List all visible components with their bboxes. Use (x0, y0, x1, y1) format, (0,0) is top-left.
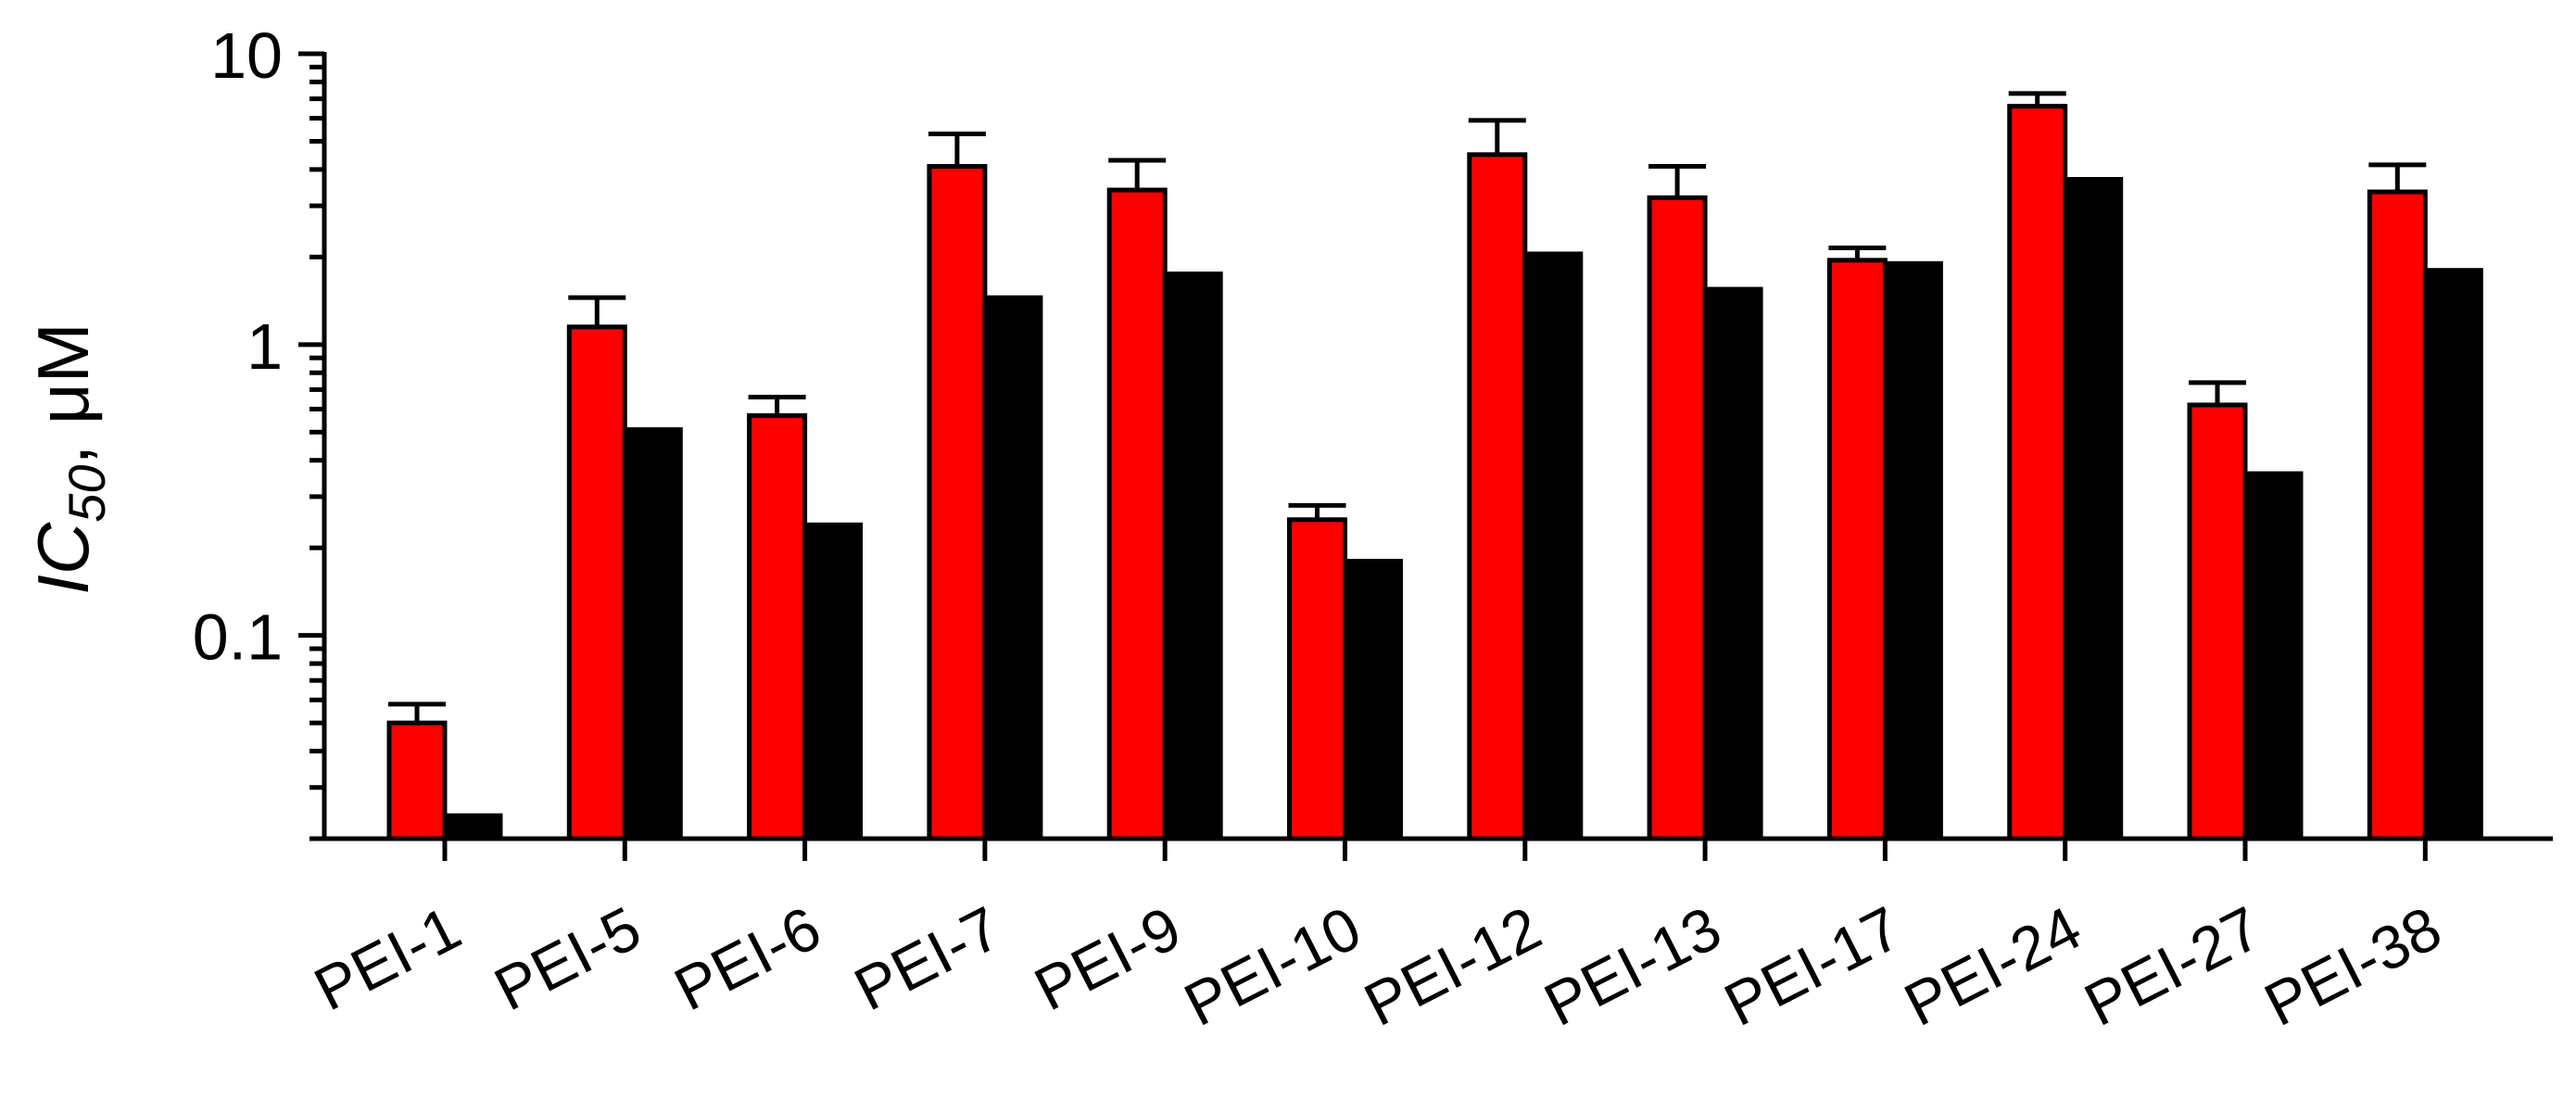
bar (386, 720, 448, 841)
bar (1467, 152, 1528, 841)
bars-layer (386, 91, 2483, 841)
bar (2242, 471, 2304, 841)
bar (802, 522, 864, 841)
bar (1647, 195, 1708, 841)
bar (1882, 260, 1943, 841)
bar (1702, 286, 1763, 841)
bar (2063, 177, 2124, 841)
x-tick-label: PEI-6 (663, 893, 831, 1024)
y-axis-label-subscript: 50 (57, 464, 116, 522)
bar (1343, 559, 1403, 841)
y-tick-label: 10 (210, 19, 283, 92)
bar (982, 295, 1043, 841)
bar (2422, 268, 2483, 841)
bar (1522, 251, 1584, 841)
x-tick-label: PEI-38 (2254, 893, 2451, 1040)
x-tick-label: PEI-9 (1024, 893, 1192, 1024)
x-tick-label: PEI-13 (1534, 893, 1731, 1040)
bar (2367, 189, 2428, 841)
x-tick-label: PEI-7 (844, 893, 1012, 1024)
x-tick-label: PEI-5 (484, 893, 651, 1024)
x-tick-label: PEI-17 (1713, 893, 1911, 1040)
bar (1826, 258, 1888, 841)
bar (622, 427, 683, 841)
x-tick-label: PEI-1 (304, 893, 472, 1024)
x-tick-label: PEI-12 (1354, 893, 1551, 1040)
y-tick-label: 1 (246, 310, 283, 383)
bar (2187, 402, 2248, 841)
y-tick-label: 0.1 (193, 601, 283, 674)
x-tick-label: PEI-24 (1894, 893, 2091, 1040)
bar (927, 164, 988, 841)
bar (566, 324, 627, 841)
bar (1162, 272, 1223, 841)
y-axis-label-main: IC (22, 522, 104, 595)
y-axis-label: IC50, μM (22, 322, 116, 595)
x-tick-label: PEI-27 (2074, 893, 2271, 1040)
axes-layer (298, 51, 2553, 861)
bar (1106, 187, 1168, 841)
bar (747, 412, 808, 841)
bar (1287, 517, 1347, 841)
bar (442, 813, 503, 841)
bar (2007, 104, 2068, 841)
x-tick-label: PEI-10 (1173, 893, 1370, 1040)
y-axis-label-unit: , μM (22, 322, 104, 464)
